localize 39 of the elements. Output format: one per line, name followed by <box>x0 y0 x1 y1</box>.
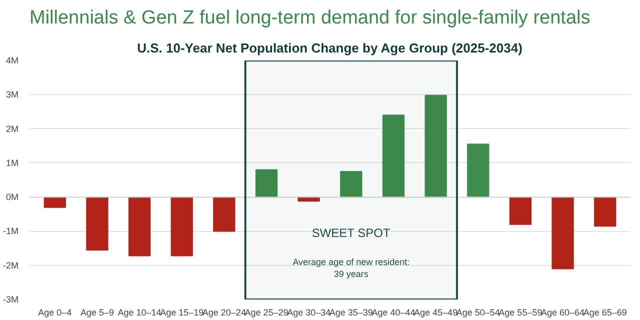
x-tick-label: Age 65–69 <box>583 308 627 318</box>
y-tick-label: 1M <box>6 158 19 168</box>
bar <box>86 196 108 250</box>
y-tick-label: -1M <box>3 226 18 236</box>
x-tick-label: Age 60–64 <box>541 308 585 318</box>
bar <box>255 169 278 198</box>
x-tick-label: Age 5–9 <box>80 308 114 318</box>
x-tick-label: Age 50–54 <box>456 308 500 318</box>
bar <box>213 196 236 232</box>
x-tick-label: Age 15–19 <box>160 308 204 318</box>
bar <box>170 196 193 256</box>
y-tick-label: 4M <box>6 56 19 66</box>
bar <box>552 196 574 270</box>
bar <box>509 196 532 225</box>
x-tick-label: Age 40–44 <box>372 308 416 318</box>
x-tick-label: Age 30–34 <box>287 308 331 318</box>
bar <box>467 144 490 198</box>
x-tick-label: Age 25–29 <box>244 308 288 318</box>
y-tick-label: 2M <box>6 124 19 134</box>
y-tick-label: 0M <box>6 192 19 202</box>
bar <box>128 196 151 256</box>
chart-title: Millennials & Gen Z fuel long-term demand for single-family rentals <box>30 8 590 28</box>
y-tick-label: 3M <box>6 90 19 100</box>
x-tick-label: Age 35–39 <box>329 308 373 318</box>
x-tick-label: Age 55–59 <box>498 308 542 318</box>
annotation: Average age of new resident: 39 years <box>292 256 410 279</box>
chart-subtitle: U.S. 10-Year Net Population Change by Age Group (2025-2034) <box>137 40 522 56</box>
y-tick-label: -2M <box>3 260 18 270</box>
bar <box>382 114 405 198</box>
bar <box>340 170 362 198</box>
band-label: SWEET SPOT <box>312 226 391 240</box>
bar <box>594 196 616 227</box>
x-tick-label: Age 10–14 <box>118 308 162 318</box>
bar <box>44 196 66 208</box>
x-tick-label: Age 20–24 <box>202 308 246 318</box>
x-tick-label: Age 0–4 <box>38 308 72 318</box>
bar <box>424 94 447 198</box>
x-tick-label: Age 45–49 <box>414 308 458 318</box>
y-tick-label: -3M <box>3 294 18 304</box>
